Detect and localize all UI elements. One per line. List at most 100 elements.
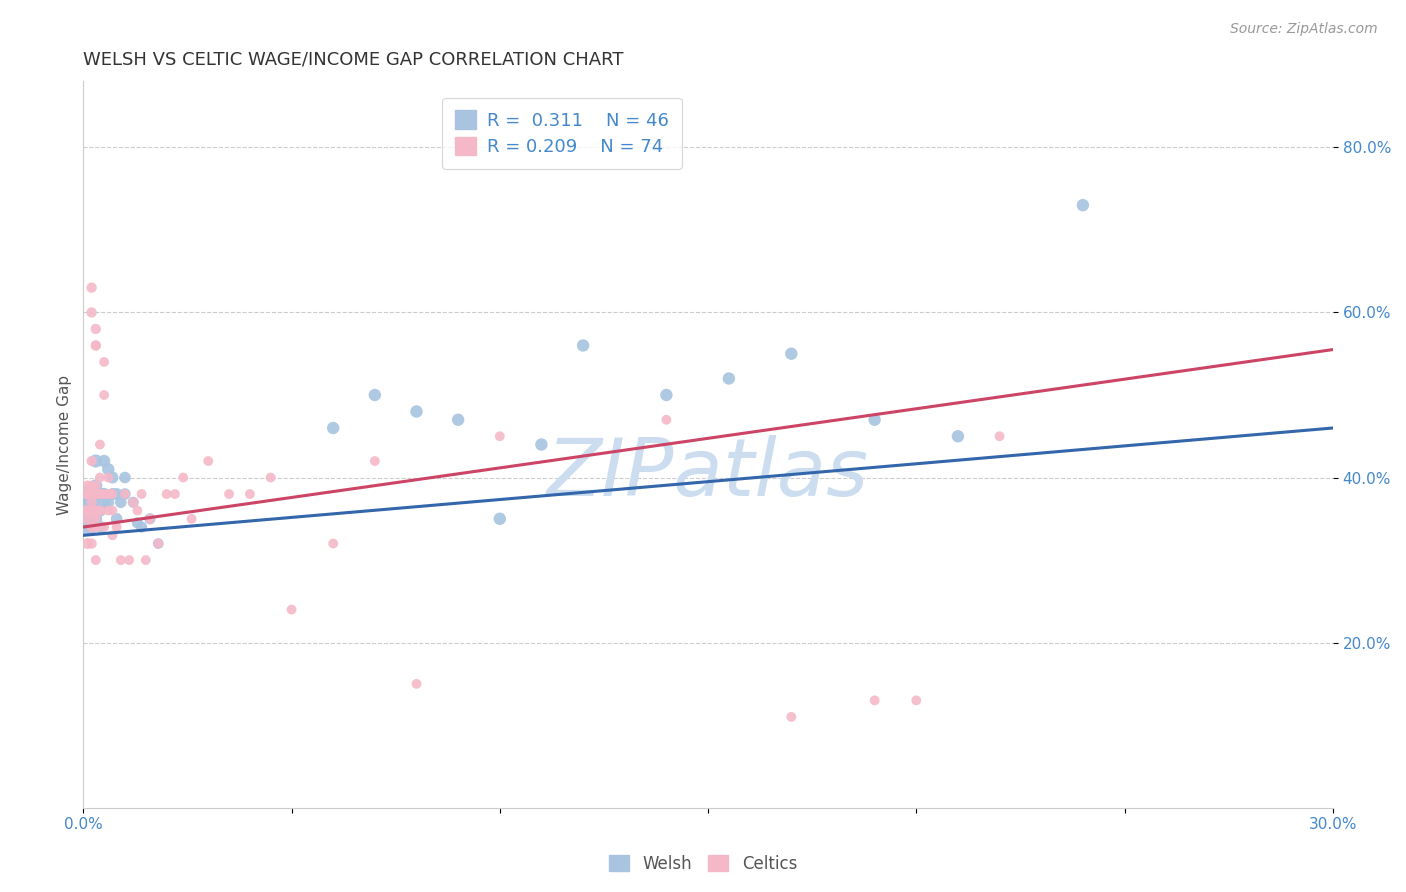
Point bbox=[118, 553, 141, 567]
Point bbox=[80, 305, 103, 319]
Point bbox=[135, 553, 157, 567]
Text: WELSH VS CELTIC WAGE/INCOME GAP CORRELATION CHART: WELSH VS CELTIC WAGE/INCOME GAP CORRELAT… bbox=[83, 51, 624, 69]
Point bbox=[76, 487, 98, 501]
Point bbox=[717, 371, 740, 385]
Text: Source: ZipAtlas.com: Source: ZipAtlas.com bbox=[1230, 22, 1378, 37]
Point bbox=[80, 487, 103, 501]
Point bbox=[84, 553, 107, 567]
Point bbox=[447, 413, 470, 427]
Point bbox=[131, 487, 153, 501]
Point bbox=[946, 429, 969, 443]
Point bbox=[1071, 198, 1094, 212]
Point bbox=[93, 495, 115, 509]
Point bbox=[84, 503, 107, 517]
Point bbox=[84, 512, 107, 526]
Point bbox=[101, 503, 124, 517]
Legend: Welsh, Celtics: Welsh, Celtics bbox=[602, 848, 804, 880]
Point bbox=[76, 508, 98, 522]
Point bbox=[148, 536, 170, 550]
Point bbox=[93, 487, 115, 501]
Point bbox=[655, 413, 678, 427]
Point bbox=[405, 677, 427, 691]
Point bbox=[780, 710, 803, 724]
Point bbox=[905, 693, 928, 707]
Point bbox=[101, 487, 124, 501]
Point bbox=[76, 520, 98, 534]
Point bbox=[148, 536, 170, 550]
Point bbox=[780, 347, 803, 361]
Point bbox=[84, 479, 107, 493]
Point bbox=[97, 487, 120, 501]
Point bbox=[110, 495, 132, 509]
Point bbox=[101, 487, 124, 501]
Point bbox=[76, 503, 98, 517]
Point bbox=[405, 404, 427, 418]
Point bbox=[80, 281, 103, 295]
Point bbox=[89, 487, 111, 501]
Point bbox=[139, 512, 162, 526]
Point bbox=[84, 487, 107, 501]
Point bbox=[105, 512, 128, 526]
Point bbox=[322, 421, 344, 435]
Point bbox=[218, 487, 240, 501]
Y-axis label: Wage/Income Gap: Wage/Income Gap bbox=[58, 375, 72, 515]
Point bbox=[89, 487, 111, 501]
Point bbox=[84, 338, 107, 352]
Point bbox=[76, 512, 98, 526]
Point bbox=[84, 503, 107, 517]
Point bbox=[93, 487, 115, 501]
Point bbox=[80, 495, 103, 509]
Point bbox=[89, 437, 111, 451]
Point bbox=[364, 388, 387, 402]
Point bbox=[488, 512, 510, 526]
Point bbox=[114, 487, 136, 501]
Point bbox=[572, 338, 595, 352]
Point bbox=[84, 479, 107, 493]
Point bbox=[84, 487, 107, 501]
Point bbox=[260, 470, 283, 484]
Point bbox=[131, 520, 153, 534]
Point bbox=[180, 512, 202, 526]
Point bbox=[172, 470, 194, 484]
Point bbox=[101, 528, 124, 542]
Point bbox=[80, 520, 103, 534]
Point bbox=[84, 520, 107, 534]
Point bbox=[97, 503, 120, 517]
Point bbox=[84, 512, 107, 526]
Point bbox=[105, 487, 128, 501]
Point bbox=[84, 454, 107, 468]
Point bbox=[280, 602, 302, 616]
Point bbox=[80, 495, 103, 509]
Point bbox=[101, 470, 124, 484]
Point bbox=[988, 429, 1011, 443]
Point bbox=[239, 487, 262, 501]
Point bbox=[110, 553, 132, 567]
Point bbox=[93, 388, 115, 402]
Point bbox=[80, 520, 103, 534]
Point bbox=[76, 503, 98, 517]
Point bbox=[163, 487, 186, 501]
Point bbox=[80, 487, 103, 501]
Point bbox=[89, 470, 111, 484]
Point bbox=[93, 355, 115, 369]
Legend: R =  0.311    N = 46, R = 0.209    N = 74: R = 0.311 N = 46, R = 0.209 N = 74 bbox=[441, 97, 682, 169]
Point bbox=[114, 487, 136, 501]
Point bbox=[84, 520, 107, 534]
Point bbox=[76, 491, 98, 505]
Point bbox=[76, 487, 98, 501]
Point bbox=[97, 470, 120, 484]
Point bbox=[863, 693, 886, 707]
Point bbox=[80, 536, 103, 550]
Point bbox=[80, 479, 103, 493]
Point bbox=[76, 536, 98, 550]
Point bbox=[84, 338, 107, 352]
Point bbox=[122, 495, 145, 509]
Point bbox=[89, 503, 111, 517]
Point bbox=[364, 454, 387, 468]
Point bbox=[97, 487, 120, 501]
Point bbox=[97, 462, 120, 476]
Point bbox=[122, 495, 145, 509]
Point bbox=[93, 520, 115, 534]
Point bbox=[80, 454, 103, 468]
Point bbox=[76, 487, 98, 501]
